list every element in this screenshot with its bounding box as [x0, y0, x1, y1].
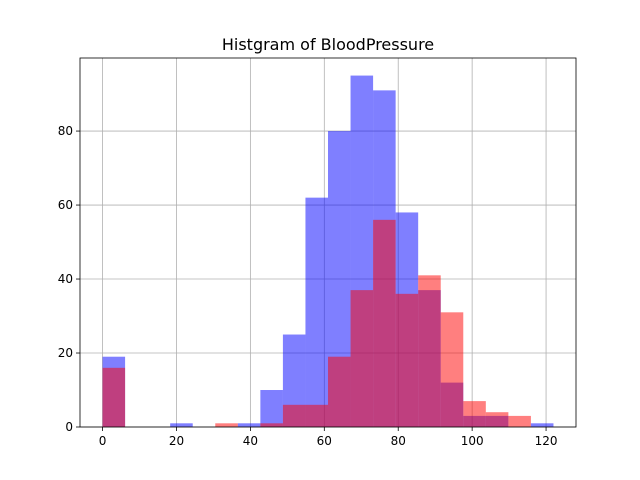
plot-frame [79, 57, 577, 428]
y-tick-label: 0 [65, 420, 73, 434]
histogram-bar-series-2 [440, 312, 464, 427]
x-tick-label: 40 [243, 434, 258, 448]
y-tick-label: 80 [58, 124, 73, 138]
histogram-bar-series-2 [305, 404, 328, 427]
histogram-bar-series-2 [418, 275, 441, 427]
y-tick-label: 20 [58, 346, 73, 360]
histogram-bar-series-1 [305, 197, 328, 427]
x-tick-label: 20 [169, 434, 184, 448]
chart-title: Histgram of BloodPressure [222, 35, 434, 54]
histogram-bar-series-1 [170, 423, 193, 427]
histogram-bar-series-2 [508, 415, 531, 427]
histogram-bar-series-2 [282, 404, 306, 427]
histogram-bar-series-2 [215, 423, 238, 427]
y-tick-label: 60 [58, 198, 73, 212]
histogram-bar-series-1 [328, 131, 351, 427]
axis-ticks: 0 20 40 60 80 100 120 0 20 40 60 80 [58, 124, 558, 448]
histogram-bar-series-1 [237, 423, 261, 427]
histogram-bar-series-2 [350, 290, 374, 427]
histogram-bar-series-2 [485, 412, 509, 427]
histogram-bar-series-2 [395, 293, 419, 427]
histogram-bar-series-2 [328, 356, 351, 427]
histogram-bar-series-2 [102, 367, 126, 427]
histogram-bar-series-1 [530, 423, 554, 427]
histogram-bars [102, 75, 554, 428]
x-tick-label: 120 [535, 434, 558, 448]
y-tick-label: 40 [58, 272, 73, 286]
x-tick-label: 100 [461, 434, 484, 448]
x-tick-label: 80 [391, 434, 406, 448]
histogram-bar-series-2 [260, 423, 283, 427]
histogram-bar-series-1 [282, 334, 306, 427]
x-tick-label: 60 [317, 434, 332, 448]
x-tick-label: 0 [99, 434, 107, 448]
histogram-bar-series-2 [463, 401, 486, 427]
histogram-bar-series-1 [260, 390, 283, 427]
histogram-bar-series-2 [373, 219, 396, 427]
